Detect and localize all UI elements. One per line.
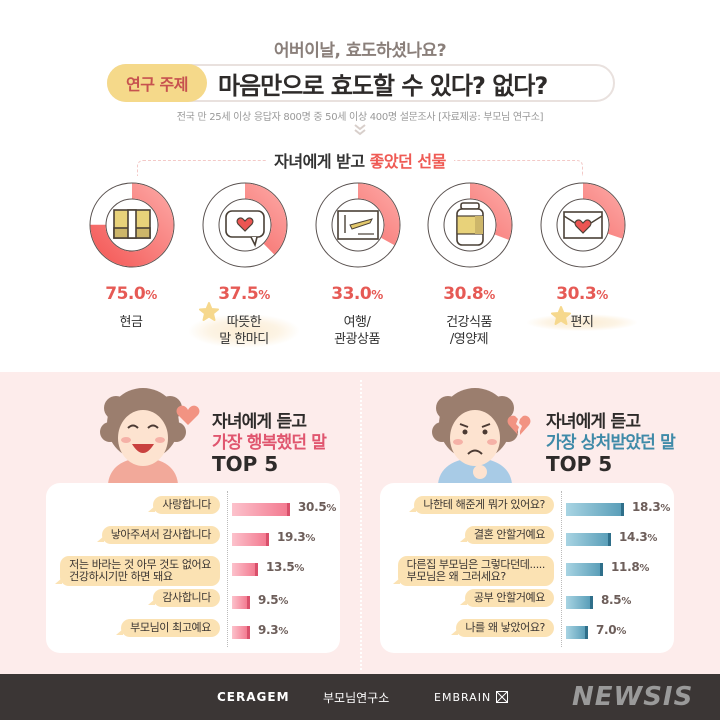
chart-row: 결혼 안할거예요 14.3% (380, 523, 674, 553)
gift-percent: 30.3% (556, 284, 608, 304)
donut-gauge (540, 182, 626, 268)
gifts-title-highlight: 좋았던 선물 (369, 152, 447, 171)
ceragem-logo: CERAGEM (217, 690, 290, 704)
speech-bubble-label: 공부 안할거예요 (459, 589, 554, 607)
happy-grandma-illustration (100, 388, 186, 484)
gift-percent: 30.8% (443, 284, 495, 304)
supplement-jar-icon (456, 202, 484, 246)
bar (566, 503, 624, 516)
bar (232, 503, 290, 516)
star-icon (199, 302, 219, 321)
happy-title-top5: TOP 5 (212, 452, 279, 476)
bar (232, 533, 269, 546)
chart-axis-line (561, 491, 562, 647)
chart-axis-line (227, 491, 228, 647)
speech-bubble-label: 저는 바라는 것 아무 것도 없어요 건강하시기만 하면 돼요 (55, 556, 220, 586)
star-icon (551, 306, 571, 325)
gift-label: 현금 (119, 315, 143, 330)
donut-gauge (89, 182, 175, 268)
chart-row: 저는 바라는 것 아무 것도 없어요 건강하시기만 하면 돼요 13.5% (46, 553, 340, 586)
embrain-logo-text: EMBRAIN (434, 690, 492, 704)
happy-title-line1: 자녀에게 듣고 (212, 412, 307, 432)
chart-row: 감사합니다 9.5% (46, 586, 340, 616)
footer (0, 674, 720, 720)
chart-row: 부모님이 최고예요 9.3% (46, 616, 340, 646)
bar-value: 9.5% (258, 593, 289, 607)
gift-item: 30.3% 편지 (527, 182, 637, 352)
gifts-section-title: 자녀에게 받고 좋았던 선물 (0, 148, 720, 172)
speech-bubble-label: 사랑합니다 (148, 496, 220, 514)
bar (232, 596, 250, 609)
speech-bubble-label: 다른집 부모님은 그렇다던데..... 부모님은 왜 그러세요? (392, 556, 554, 586)
happy-panel-title: 자녀에게 듣고 가장 행복했던 말 TOP 5 (212, 412, 327, 476)
parents-institute-logo: 부모님연구소 (323, 690, 390, 705)
speech-bubble-label: 나한테 해준게 뭐가 있어요? (409, 496, 554, 514)
bar-value: 30.5% (298, 500, 337, 514)
bar (232, 626, 250, 639)
newsis-watermark: NEWSIS (572, 682, 694, 712)
bar-value: 7.0% (596, 623, 627, 637)
bar-value: 9.3% (258, 623, 289, 637)
heart-icon (176, 405, 200, 425)
gift-percent: 37.5% (218, 284, 270, 304)
embrain-mark-icon (496, 691, 509, 703)
panel-divider (360, 380, 362, 670)
header-question: 어버이날, 효도하셨나요? (273, 41, 447, 61)
bar (566, 563, 603, 576)
gift-percent: 75.0% (105, 284, 157, 304)
heart-envelope-icon (563, 211, 603, 239)
hurt-title-line2: 가장 상처받았던 말 (546, 433, 676, 453)
bar (566, 626, 588, 639)
hurt-words-chart: 나한테 해준게 뭐가 있어요? 18.3% 결혼 안할거예요 14.3% 다른집 부모님… (380, 483, 674, 653)
topic-badge: 연구 주제 (107, 64, 207, 102)
gift-label: 따뜻한 말 한마디 (189, 314, 299, 348)
chart-row: 나를 왜 낳았어요? 7.0% (380, 616, 674, 646)
speech-bubble-label: 낳아주셔서 감사합니다 (96, 526, 220, 544)
double-chevron-down-icon (354, 124, 366, 136)
hurt-panel-title: 자녀에게 듣고 가장 상처받았던 말 TOP 5 (546, 412, 676, 476)
bar-value: 14.3% (619, 530, 658, 544)
gift-label: 여행/ 관광상품 (334, 315, 380, 347)
broken-heart-icon (507, 415, 531, 435)
bar (566, 596, 593, 609)
chart-row: 나한테 해준게 뭐가 있어요? 18.3% (380, 493, 674, 523)
bar-value: 11.8% (611, 560, 650, 574)
gift-item: 30.8% 건강식품 /영양제 (414, 182, 524, 352)
gift-label: 건강식품 /영양제 (446, 315, 492, 347)
heart-speech-bubble-icon (225, 210, 265, 248)
speech-bubble-label: 결혼 안할거예요 (459, 526, 554, 544)
speech-bubble-label: 나를 왜 낳았어요? (451, 619, 554, 637)
gift-percent: 33.0% (331, 284, 383, 304)
chart-row: 낳아주셔서 감사합니다 19.3% (46, 523, 340, 553)
hurt-title-line1: 자녀에게 듣고 (546, 412, 641, 432)
bar-value: 18.3% (632, 500, 671, 514)
hurt-title-top5: TOP 5 (546, 452, 613, 476)
bar-value: 19.3% (277, 530, 316, 544)
gift-item: 33.0% 여행/ 관광상품 (302, 182, 412, 352)
chart-row: 공부 안할거예요 8.5% (380, 586, 674, 616)
happy-words-chart: 사랑합니다 30.5% 낳아주셔서 감사합니다 19.3% 저는 바라는 것 아무 것도… (46, 483, 340, 653)
gift-item: 37.5% 따뜻한 말 한마디 (189, 182, 299, 352)
chart-row: 다른집 부모님은 그렇다던데..... 부모님은 왜 그러세요? 11.8% (380, 553, 674, 586)
survey-note: 전국 만 25세 이상 응답자 800명 중 50세 이상 400명 설문조사 … (176, 112, 544, 123)
gift-label: 편지 (527, 314, 637, 331)
bar-value: 8.5% (601, 593, 632, 607)
cash-bundle-icon (113, 209, 151, 239)
chart-row: 사랑합니다 30.5% (46, 493, 340, 523)
donut-gauge (202, 182, 288, 268)
donut-gauge (315, 182, 401, 268)
speech-bubble-label: 감사합니다 (148, 589, 220, 607)
bar (566, 533, 611, 546)
bar (232, 563, 258, 576)
gift-item: 75.0% 현금 (76, 182, 186, 352)
happy-title-line2: 가장 행복했던 말 (212, 433, 327, 453)
embrain-logo: EMBRAIN (434, 674, 509, 720)
gifts-title-plain: 자녀에게 받고 (274, 152, 370, 171)
speech-bubble-label: 부모님이 최고예요 (116, 619, 220, 637)
donut-gauge (427, 182, 513, 268)
airplane-ticket-icon (337, 210, 379, 240)
bar-value: 13.5% (266, 560, 305, 574)
page-title: 마음만으로 효도할 수 있다? 없다? (218, 71, 548, 100)
